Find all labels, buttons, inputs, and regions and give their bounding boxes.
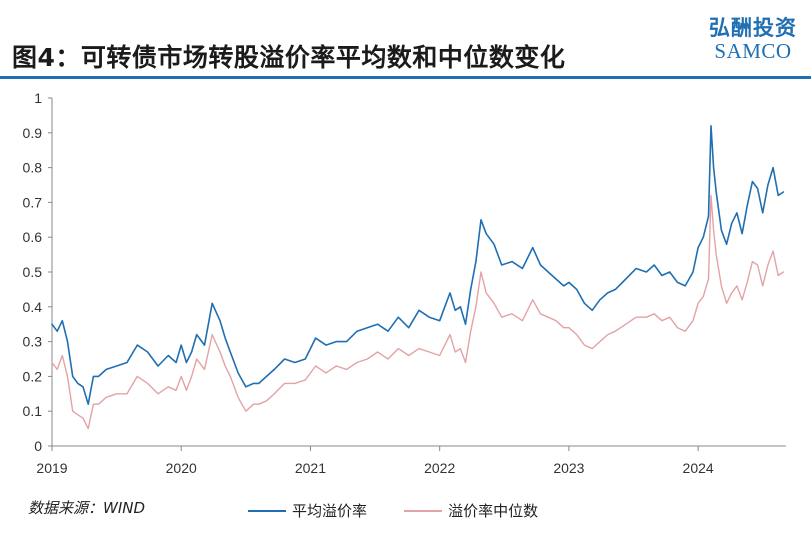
y-tick-label: 0.6 [23,229,43,245]
data-source-note: 数据来源：WIND [28,499,146,517]
series-layer [51,125,785,430]
series-line-median [51,194,785,430]
y-tick-label: 0.1 [23,403,43,419]
y-tick-label: 0.9 [23,125,43,141]
x-tick-label: 2020 [166,460,197,476]
y-tick-label: 1 [34,90,42,106]
legend-item-mean: 平均溢价率 [248,500,367,521]
y-tick-label: 0.3 [23,334,43,350]
legend-item-median: 溢价率中位数 [404,500,538,521]
y-tick-label: 0.5 [23,264,43,280]
chart-legend: 平均溢价率 溢价率中位数 [248,500,570,522]
brand-logo: 弘酬投资 SAMCO [709,16,797,62]
x-tick-label: 2024 [683,460,714,476]
series-line-mean [51,125,785,405]
x-tick-label: 2023 [553,460,584,476]
y-tick-label: 0.2 [23,368,43,384]
brand-name-en: SAMCO [714,39,792,63]
chart-title: 图4：可转债市场转股溢价率平均数和中位数变化 [12,43,566,72]
x-tick-label: 2022 [424,460,455,476]
x-tick-label: 2019 [36,460,67,476]
x-tick-label: 2021 [295,460,326,476]
brand-name-cn: 弘酬投资 [709,16,797,40]
chart-axes: 0 0.1 0.2 0.3 0.4 0.5 0.6 0.7 0.8 0.9 1 2019 2020 202… [23,90,786,476]
y-tick-label: 0.8 [23,160,43,176]
y-tick-label: 0 [34,438,42,454]
legend-swatch-mean [248,509,286,512]
legend-label-median: 溢价率中位数 [448,502,539,520]
chart-header: 图4：可转债市场转股溢价率平均数和中位数变化 弘酬投资 SAMCO [0,0,811,79]
y-tick-label: 0.4 [23,299,43,315]
y-tick-label: 0.7 [23,194,43,210]
header-divider [0,76,811,79]
legend-swatch-median [404,509,443,512]
legend-label-mean: 平均溢价率 [292,502,368,520]
